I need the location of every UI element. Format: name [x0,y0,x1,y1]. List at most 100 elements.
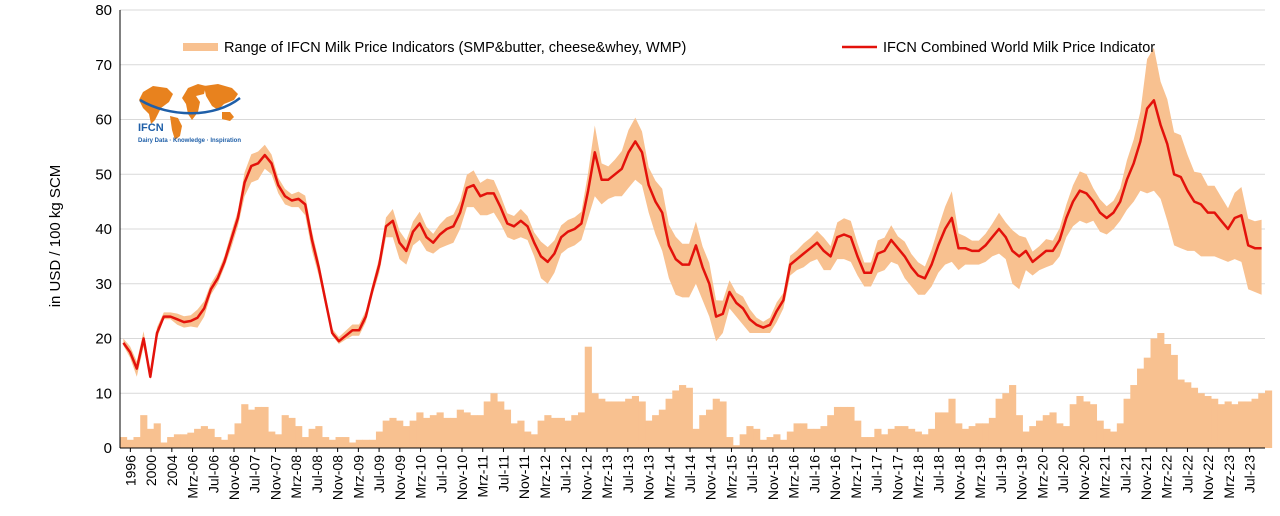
range-bar [342,437,350,448]
x-tick-label: Mrz-10 [413,455,429,499]
range-bar [732,445,741,448]
range-bar [827,415,835,448]
x-tick-label: Nov-18 [952,455,968,500]
x-tick-label: Jul-12 [558,455,574,493]
range-bar [268,431,276,448]
range-bar [490,393,498,448]
range-bar [409,420,417,449]
range-bar [1116,423,1124,448]
range-bar [423,417,431,448]
range-bar [173,434,182,448]
range-bar [497,401,505,448]
logo-tagline: Dairy Data · Knowledge · Inspiration [138,138,241,144]
range-bar [840,406,848,448]
x-tick-label: Nov-20 [1076,455,1092,500]
x-tick-label: Mrz-09 [350,455,366,499]
range-bar [631,395,640,448]
range-bar [685,387,693,448]
range-bar [679,385,687,448]
range-bar [234,423,242,448]
range-bar [928,428,936,448]
range-bar [881,434,889,448]
x-tick-label: Nov-22 [1200,455,1216,500]
y-tick-label: 40 [95,221,112,238]
range-bar [968,426,976,448]
x-axis-tick-labels: 1996 2000 2004 Mrz-06 Jul-06 Nov-06 Jul-07 Nov-… [122,455,1257,500]
range-bar [1211,398,1219,448]
range-bar [227,434,235,448]
range-bar [194,428,202,448]
range-bar [699,415,707,448]
range-bar [1244,401,1252,448]
range-bar [564,420,572,449]
range-bar [759,439,767,448]
range-bar [1009,385,1017,448]
x-tick-label: Mrz-14 [661,455,677,499]
range-bars [120,333,1273,449]
range-bar [591,393,599,448]
axes [119,10,1265,452]
range-bar [982,423,990,448]
range-bar [160,442,168,448]
range-bar [658,409,666,448]
x-tick-label: Jul-20 [1055,455,1071,493]
x-tick-label: Jul-13 [620,455,636,493]
range-bar [530,434,538,448]
x-tick-label: Nov-06 [226,455,242,500]
x-tick-label: Jul-16 [806,455,822,493]
x-tick-label: Jul-23 [1242,455,1258,493]
range-bar [1163,343,1172,448]
range-bar [746,426,754,448]
range-bar [975,423,983,448]
range-bar [207,428,215,448]
x-tick-label: Mrz-18 [910,455,926,499]
range-bar [503,409,512,448]
range-bar [874,428,882,448]
x-tick-label: Nov-16 [827,455,843,500]
range-bar [1042,415,1050,448]
range-bar [470,415,478,448]
range-bar [214,437,222,448]
range-bar [126,439,134,448]
range-bar [281,415,289,448]
y-tick-label: 0 [104,440,112,457]
range-bar [315,426,323,448]
x-tick-label: Mrz-11 [475,455,491,498]
range-bar [961,428,970,448]
range-bar [1110,431,1118,448]
x-tick-label: 2000 [143,455,159,486]
range-bar [517,420,525,449]
range-bar [382,420,390,449]
range-bar [995,398,1003,448]
range-bar [820,426,828,448]
range-bar [578,412,586,448]
range-bar [1002,393,1010,448]
range-bar [463,412,471,448]
range-bar [604,401,613,448]
legend: Range of IFCN Milk Price Indicators (SMP… [183,40,1155,56]
range-bar [652,415,660,448]
range-bar [1137,368,1145,448]
price-line-path [122,99,1262,379]
range-bar [773,434,781,448]
range-bar [948,398,956,448]
range-bar [544,415,552,448]
x-tick-label: Jul-06 [205,455,221,493]
y-axis-label: in USD / 100 kg SCM [47,165,64,308]
range-bar [369,439,377,448]
range-bar [813,428,821,448]
range-bar [140,415,148,448]
range-bar [483,401,491,448]
range-bar [908,428,916,448]
range-bar [645,420,653,449]
range-bar [133,437,141,448]
range-bar [934,412,943,448]
range-bar [941,412,949,448]
x-tick-label: Mrz-20 [1034,455,1050,499]
range-bar [692,428,700,448]
range-band [123,47,1262,380]
range-bar [753,428,761,448]
range-bar [1069,404,1077,448]
range-bar [584,346,592,448]
range-bar [221,439,229,448]
